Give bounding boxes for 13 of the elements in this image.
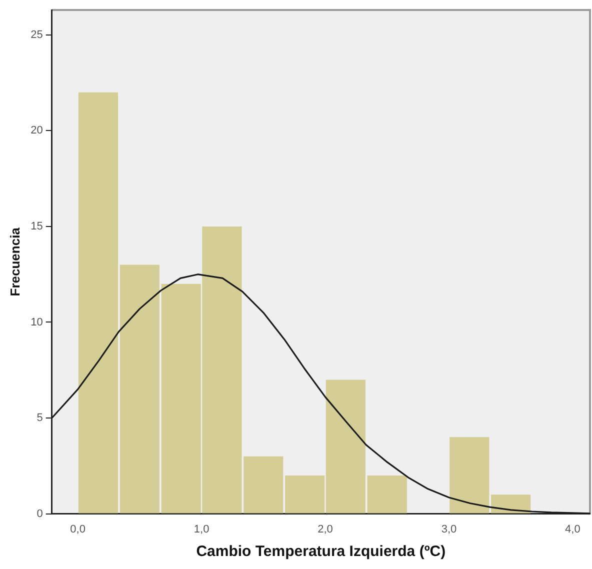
x-tick-label: 4,0 xyxy=(565,523,580,536)
y-tick-label: 20 xyxy=(30,124,43,137)
x-tick-label: 0,0 xyxy=(70,523,86,536)
y-tick-label: 25 xyxy=(30,28,43,41)
y-axis-title: Frecuencia xyxy=(7,226,22,296)
x-tick-label: 2,0 xyxy=(318,523,333,536)
y-tick-label: 5 xyxy=(36,412,43,424)
x-axis-title: Cambio Temperatura Izquierda (ºC) xyxy=(196,543,446,560)
x-tick-label: 3,0 xyxy=(441,523,457,536)
x-tick-label: 1,0 xyxy=(194,523,210,536)
y-tick-label: 15 xyxy=(30,220,43,232)
y-tick-label: 0 xyxy=(36,508,43,520)
y-tick-label: 10 xyxy=(30,316,43,328)
